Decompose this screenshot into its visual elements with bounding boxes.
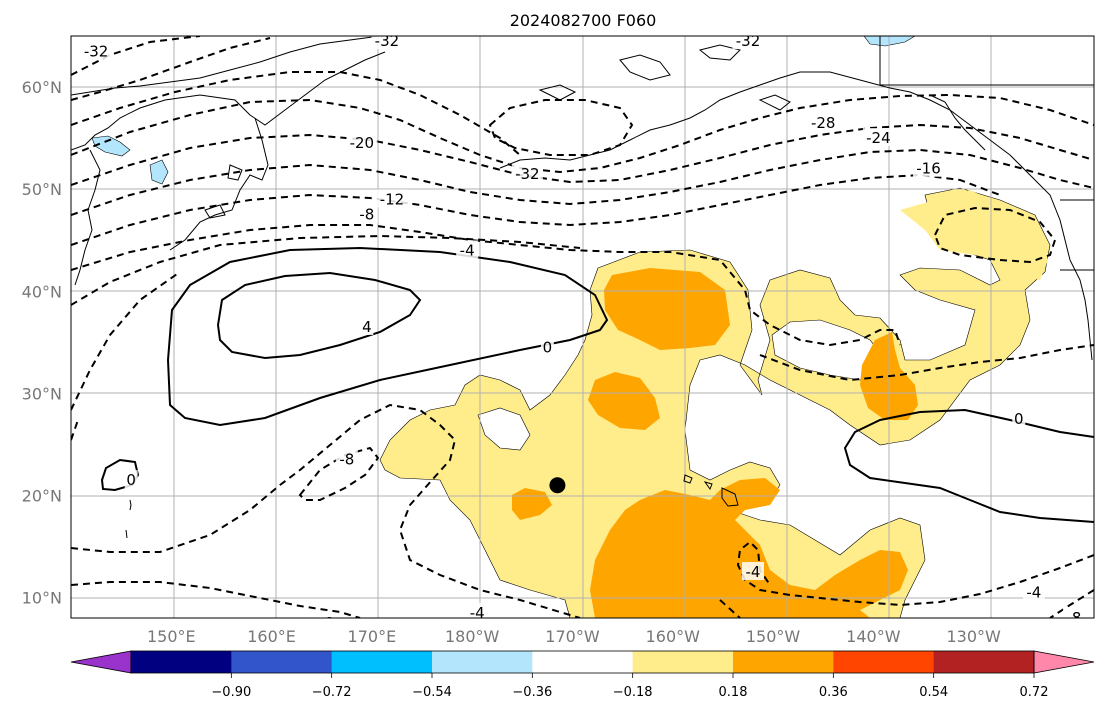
lat-label: 50°N xyxy=(22,180,62,199)
contour-label: -12 xyxy=(380,190,405,208)
contour-label-bg xyxy=(335,449,358,468)
contour-label: -32 xyxy=(736,32,761,50)
colorbar-tick-label: 0.36 xyxy=(819,685,848,700)
contour-label-bg xyxy=(742,562,764,581)
contour-label-bg xyxy=(80,41,112,60)
contour-label-bg xyxy=(456,240,479,259)
colorbar-segment xyxy=(432,651,533,673)
longitude-labels: 150°E 160°E 170°E 180°W 170°W 160°W 150°W 140°W… xyxy=(147,627,1001,646)
lon-label: 160°E xyxy=(247,627,296,646)
latitude-labels: 60°N 50°N 40°N 30°N 20°N 10°N xyxy=(22,78,62,608)
contour-label-bg xyxy=(360,317,374,335)
colorbar: −0.90 −0.72 −0.54 −0.36 −0.18 0.18 0.36 0.54 0.7… xyxy=(70,650,1095,700)
contour-label: -8 xyxy=(1066,609,1081,627)
graticule xyxy=(71,36,1094,618)
contour-label-bg xyxy=(315,613,338,618)
contour-label-bg xyxy=(1022,582,1045,601)
contour-label-bg xyxy=(124,470,138,489)
contour-label: -8 xyxy=(339,451,354,469)
contour-label-bg xyxy=(1012,408,1026,427)
contour-label: -20 xyxy=(350,134,375,152)
contour-label: -8 xyxy=(319,614,334,632)
contour-label-bg xyxy=(913,158,945,177)
map-title: 2024082700 F060 xyxy=(510,11,657,30)
colorbar-extend-high xyxy=(1033,650,1095,674)
storm-position-marker xyxy=(549,477,566,494)
map-frame xyxy=(70,35,1095,619)
colorbar-tick-label: −0.90 xyxy=(211,685,251,700)
contour-label: 0 xyxy=(126,471,136,489)
contour-label: 4 xyxy=(362,318,372,336)
colorbar-tick-label: −0.18 xyxy=(613,685,653,700)
contour-label-bg xyxy=(511,163,543,182)
contour-label: -32 xyxy=(84,42,109,60)
colorbar-segment xyxy=(532,651,634,673)
colorbar-tick-label: 0.54 xyxy=(919,685,948,700)
lat-label: 40°N xyxy=(22,282,62,301)
colorbar-segment xyxy=(632,651,734,673)
contour-label: -24 xyxy=(866,129,891,147)
colorbar-tick-label: 0.72 xyxy=(1020,685,1049,700)
colorbar-segment xyxy=(933,651,1035,673)
contour-label-bg xyxy=(540,337,554,356)
contour-label-bg xyxy=(466,602,489,618)
lon-label: 170°W xyxy=(545,627,600,646)
lon-label: 170°E xyxy=(348,627,397,646)
contour-label: -4 xyxy=(1026,583,1041,601)
lon-label: 160°W xyxy=(646,627,701,646)
colorbar-segment xyxy=(733,651,834,673)
contour-label: -4 xyxy=(470,604,485,622)
lon-label: 130°W xyxy=(946,627,1001,646)
contour-lines-dashed xyxy=(71,36,1094,618)
contour-label: -4 xyxy=(746,563,761,581)
colorbar-segment xyxy=(231,651,333,673)
colorbar-segment xyxy=(833,651,935,673)
lon-label: 180°W xyxy=(445,627,500,646)
contour-label-bg xyxy=(1062,608,1085,618)
colorbar-segment xyxy=(331,651,433,673)
contour-label: -4 xyxy=(460,241,475,259)
colorbar-tick-label: 0.18 xyxy=(719,685,748,700)
colorbar-tick-label: −0.54 xyxy=(412,685,452,700)
anomaly-fill-low xyxy=(379,187,1051,618)
lat-label: 30°N xyxy=(22,384,62,403)
anomaly-fill-high xyxy=(512,268,918,618)
contour-label: 0 xyxy=(543,338,553,356)
contour-label-bg xyxy=(862,128,894,147)
contour-labels: -32 -32 -32 -32 -28 -24 -20 -16 -12 -8 -4 4 0 0 -8 -4 -4… xyxy=(80,32,1085,632)
contour-label: -28 xyxy=(811,114,836,132)
contour-label: -16 xyxy=(916,160,941,178)
contour-label: -32 xyxy=(375,32,400,50)
contour-label-bg xyxy=(807,112,839,131)
coastlines xyxy=(71,36,1094,539)
contour-label-bg xyxy=(376,189,408,208)
contour-label-bg xyxy=(355,204,378,223)
contour-label-bg xyxy=(346,133,378,152)
lat-label: 20°N xyxy=(22,486,62,505)
lat-label: 10°N xyxy=(22,589,62,608)
contour-label-bg xyxy=(371,36,403,50)
colorbar-extend-low xyxy=(70,650,132,674)
colorbar-tick-label: −0.72 xyxy=(312,685,352,700)
lon-label: 150°E xyxy=(147,627,196,646)
contour-label: -8 xyxy=(359,206,374,224)
contour-label-bg xyxy=(732,36,764,50)
colorbar-frame xyxy=(130,650,1035,674)
lon-label: 150°W xyxy=(746,627,801,646)
contour-label: 0 xyxy=(1014,410,1024,428)
contour-label: -32 xyxy=(515,165,540,183)
colorbar-segment xyxy=(131,651,232,673)
map-panel: -32 -32 -32 -32 -28 -24 -20 -16 -12 -8 -4 4 0 0 -8 -4 -4… xyxy=(71,32,1094,632)
lat-label: 60°N xyxy=(22,78,62,97)
colorbar-tick-label: −0.36 xyxy=(512,685,552,700)
contour-lines xyxy=(100,246,1094,523)
lon-label: 140°W xyxy=(846,627,901,646)
